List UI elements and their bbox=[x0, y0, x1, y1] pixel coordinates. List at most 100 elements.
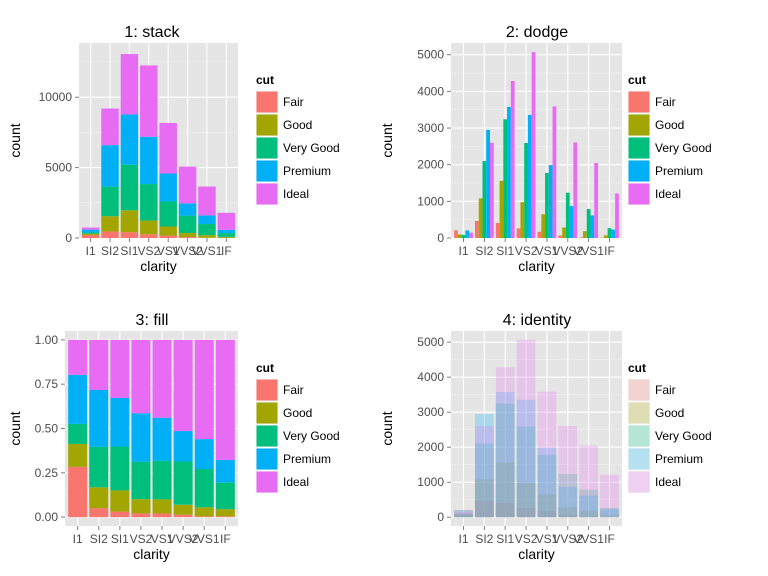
legend-label: Fair bbox=[655, 383, 676, 397]
bar-I1-ideal bbox=[454, 512, 473, 518]
bar-VS2-good bbox=[131, 499, 151, 514]
bar-VS1-good bbox=[541, 214, 546, 238]
bar-SI1-very-good bbox=[503, 119, 508, 238]
x-tick-label: VVS2 bbox=[172, 244, 203, 258]
x-tick-label: VS2 bbox=[137, 244, 160, 258]
bar-SI1-fair bbox=[495, 223, 500, 238]
legend-key-ideal bbox=[256, 183, 278, 205]
bar-VVS1-fair bbox=[579, 237, 584, 238]
bar-VVS2-fair bbox=[558, 235, 563, 238]
bar-IF-good bbox=[217, 236, 236, 238]
bar-I1-fair bbox=[454, 509, 473, 518]
y-tick-label: 0.00 bbox=[35, 510, 59, 524]
bar-VS1-very-good bbox=[152, 460, 172, 500]
y-tick-label: 0.25 bbox=[35, 466, 59, 480]
legend-label: Premium bbox=[283, 452, 331, 466]
y-tick-label: 0 bbox=[437, 231, 444, 245]
x-tick-label: I1 bbox=[86, 244, 96, 258]
legend-key-premium bbox=[256, 448, 278, 470]
bar-SI2-very-good bbox=[101, 186, 119, 217]
bar-VVS2-very-good bbox=[558, 474, 578, 518]
bar-VVS2-very-good bbox=[173, 461, 193, 505]
bar-I1-fair bbox=[68, 466, 88, 518]
legend-key-good bbox=[628, 114, 650, 136]
y-tick-label: 3000 bbox=[417, 405, 444, 419]
y-tick-label: 1000 bbox=[417, 194, 444, 208]
bar-IF-good bbox=[603, 235, 608, 238]
bar-I1-premium bbox=[454, 510, 473, 518]
bar-IF-very-good bbox=[600, 507, 619, 518]
bar-VVS2-ideal bbox=[173, 339, 193, 432]
legend-label: Ideal bbox=[283, 187, 309, 201]
legend-title: cut bbox=[256, 361, 274, 375]
bar-VVS2-ideal bbox=[558, 426, 578, 518]
x-tick-label: VVS1 bbox=[192, 244, 223, 258]
bar-SI2-ideal bbox=[474, 426, 494, 518]
x-axis-title: clarity bbox=[140, 258, 177, 274]
bar-SI2-very-good bbox=[474, 443, 494, 518]
x-axis-title: clarity bbox=[133, 546, 170, 562]
legend-label: Fair bbox=[655, 95, 676, 109]
bar-SI2-very-good bbox=[89, 446, 109, 488]
bar-I1-fair bbox=[81, 235, 100, 238]
panel-3: 0.00 0.25 0.50 0.75 1.00 I1 SI2 SI1 VS2VS1VVS2VV… bbox=[7, 312, 340, 562]
x-tick-label: VS1 bbox=[157, 244, 180, 258]
x-tick-label: VVS1 bbox=[189, 532, 220, 546]
legend-label: Fair bbox=[283, 95, 304, 109]
legend-key-background bbox=[628, 448, 650, 470]
bar-SI2-premium bbox=[89, 389, 109, 447]
plot-title: 4: identity bbox=[503, 312, 571, 329]
y-tick-label: 4000 bbox=[417, 84, 444, 98]
x-tick-label: I1 bbox=[459, 244, 469, 258]
bar-SI2-fair bbox=[474, 220, 479, 238]
x-tick-label: SI1 bbox=[496, 244, 514, 258]
bar-I1-good bbox=[68, 443, 88, 467]
bar-I1-ideal bbox=[68, 339, 88, 375]
legend-label: Premium bbox=[655, 164, 703, 178]
x-tick-label: SI2 bbox=[101, 244, 119, 258]
bar-SI2-premium bbox=[101, 145, 119, 187]
y-tick-label: 5000 bbox=[45, 161, 72, 175]
legend-label: Good bbox=[283, 406, 312, 420]
legend-key-good bbox=[256, 402, 278, 424]
bar-VVS1-very-good bbox=[586, 209, 591, 238]
x-tick-label: VVS1 bbox=[573, 244, 604, 258]
bar-SI1-fair bbox=[120, 232, 139, 238]
bar-I1-premium bbox=[465, 230, 470, 238]
y-axis-title: count bbox=[7, 411, 23, 445]
bar-VS1-ideal bbox=[537, 391, 557, 518]
bar-VVS2-very-good bbox=[565, 192, 570, 238]
bar-VVS2-premium bbox=[173, 431, 193, 462]
bar-VVS1-premium bbox=[198, 215, 216, 225]
bar-VS2-ideal bbox=[131, 339, 151, 414]
bar-VS2-very-good bbox=[140, 184, 158, 221]
bar-IF-very-good bbox=[215, 482, 235, 510]
bar-I1-good bbox=[81, 233, 100, 236]
bar-SI2-ideal bbox=[489, 142, 494, 238]
bar-I1-ideal bbox=[81, 227, 100, 230]
bar-VVS2-fair bbox=[173, 514, 193, 518]
bar-VS1-premium bbox=[548, 165, 553, 238]
bar-VS2-premium bbox=[140, 136, 158, 185]
bar-SI1-ideal bbox=[110, 339, 130, 398]
bar-VS2-premium bbox=[527, 114, 532, 238]
bar-SI1-ideal bbox=[120, 54, 139, 115]
bar-VVS1-very-good bbox=[194, 469, 214, 508]
bar-VS1-ideal bbox=[152, 339, 172, 418]
bar-SI2-ideal bbox=[101, 108, 119, 146]
bar-VVS2-ideal bbox=[178, 166, 197, 204]
x-tick-label: VS1 bbox=[536, 532, 559, 546]
bar-VS2-fair bbox=[516, 508, 536, 518]
y-tick-label: 10000 bbox=[39, 90, 73, 104]
x-tick-label: VS2 bbox=[515, 244, 538, 258]
y-tick-label: 2000 bbox=[417, 440, 444, 454]
bar-VS2-premium bbox=[131, 413, 151, 462]
x-tick-label: SI1 bbox=[111, 532, 129, 546]
legend-label: Very Good bbox=[283, 429, 340, 443]
bar-VVS2-fair bbox=[178, 237, 197, 238]
x-tick-label: SI1 bbox=[496, 532, 514, 546]
legend-label: Good bbox=[655, 118, 684, 132]
bar-VS1-fair bbox=[159, 235, 177, 238]
